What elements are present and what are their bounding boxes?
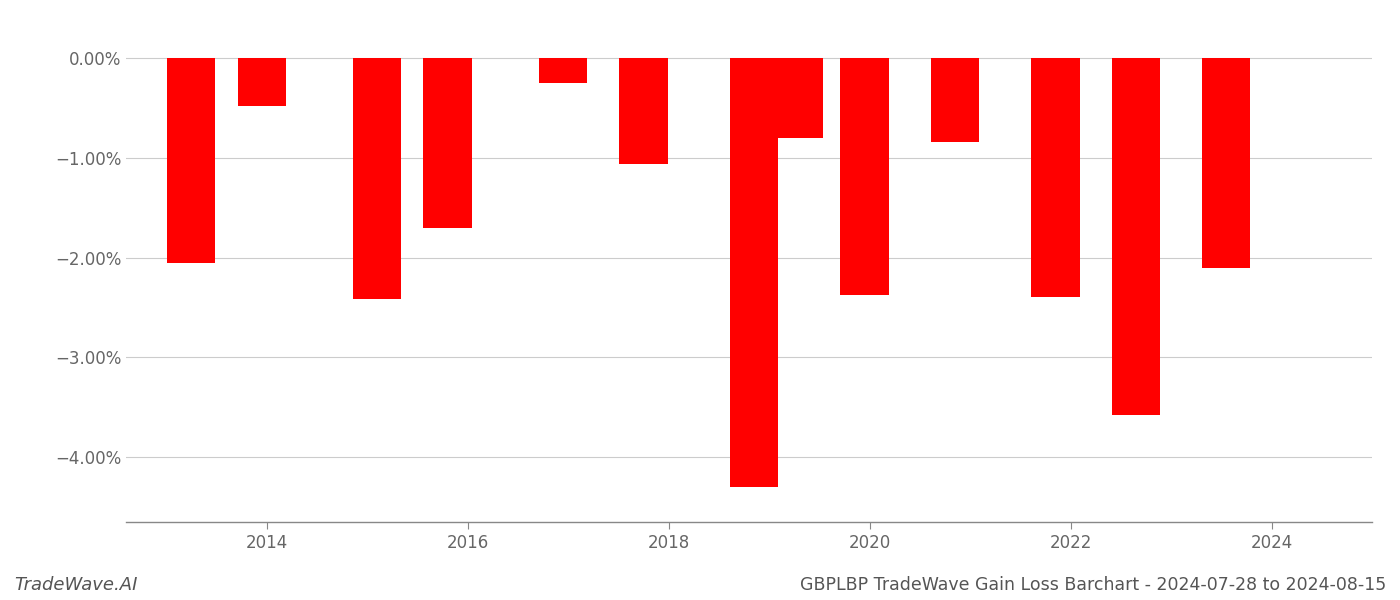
Text: GBPLBP TradeWave Gain Loss Barchart - 2024-07-28 to 2024-08-15: GBPLBP TradeWave Gain Loss Barchart - 20…	[799, 576, 1386, 594]
Bar	[539, 58, 587, 83]
Bar	[1032, 58, 1079, 298]
Bar	[1112, 58, 1161, 415]
Bar	[931, 58, 979, 142]
Bar	[353, 58, 402, 299]
Bar	[1203, 58, 1250, 268]
Bar	[423, 58, 472, 227]
Bar	[776, 58, 823, 138]
Bar	[167, 58, 216, 263]
Bar	[619, 58, 668, 164]
Bar	[729, 58, 778, 487]
Bar	[238, 58, 286, 106]
Text: TradeWave.AI: TradeWave.AI	[14, 576, 137, 594]
Bar	[840, 58, 889, 295]
